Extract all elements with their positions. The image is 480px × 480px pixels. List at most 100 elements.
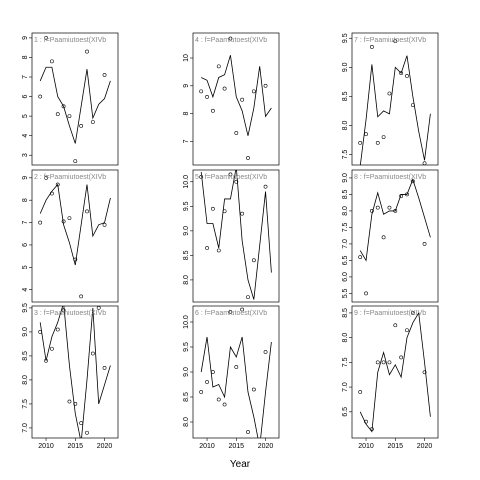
data-point bbox=[251, 89, 256, 94]
y-tick-label: 9 bbox=[22, 176, 29, 180]
x-tick-label: 2010 bbox=[358, 443, 374, 450]
data-point bbox=[399, 194, 404, 198]
plot-area: 4 : f=Paamiutoest(XIVb bbox=[195, 36, 272, 160]
y-tick-label: 8.0 bbox=[183, 417, 190, 427]
y-tick-label: 9.0 bbox=[22, 327, 29, 337]
data-point bbox=[79, 123, 84, 128]
y-tick-label: 5 bbox=[22, 114, 29, 118]
y-tick-label: 9.5 bbox=[22, 303, 29, 313]
data-point bbox=[67, 216, 72, 221]
y-tick-label: 6 bbox=[22, 243, 29, 247]
data-point bbox=[210, 370, 215, 374]
panel: 5 : f=Paamiutoest(XIVb 8.0 8.5 9.0 9.5 10.0 bbox=[183, 169, 280, 303]
data-point bbox=[369, 209, 374, 213]
y-tick-label: 7.5 bbox=[342, 222, 349, 232]
y-tick-label: 7.5 bbox=[22, 399, 29, 409]
trend-line bbox=[39, 183, 111, 266]
data-point bbox=[205, 95, 209, 99]
panel: 3 : f=Paamiutoest(XIVb 7.0 7.5 8.0 8.5 9.0 9.5… bbox=[22, 303, 119, 450]
data-point bbox=[234, 131, 239, 135]
y-tick-label: 8.5 bbox=[22, 351, 29, 361]
data-point bbox=[369, 427, 374, 432]
data-point bbox=[73, 257, 78, 262]
data-point bbox=[210, 108, 215, 113]
data-point bbox=[79, 421, 84, 426]
data-point bbox=[44, 175, 48, 180]
data-point bbox=[251, 387, 256, 392]
data-point bbox=[199, 89, 204, 94]
data-point bbox=[90, 120, 95, 124]
data-point bbox=[38, 94, 43, 99]
trend-line bbox=[200, 170, 272, 300]
y-tick-label: 7 bbox=[183, 139, 190, 143]
data-point bbox=[85, 209, 89, 214]
y-tick-label: 9.5 bbox=[183, 342, 190, 352]
y-tick-label: 8.5 bbox=[183, 392, 190, 402]
data-point bbox=[393, 39, 398, 44]
data-point bbox=[381, 135, 386, 139]
data-point bbox=[375, 141, 380, 145]
panel-title: 9 : f=Paamiutoest(XIVb bbox=[354, 310, 426, 317]
x-tick-label: 2020 bbox=[258, 443, 274, 450]
data-point bbox=[90, 351, 95, 356]
data-point bbox=[216, 248, 221, 253]
data-point bbox=[358, 255, 363, 260]
data-point bbox=[364, 419, 368, 424]
y-tick-label: 5.5 bbox=[342, 288, 349, 298]
data-point bbox=[91, 165, 94, 168]
data-point bbox=[369, 45, 374, 49]
x-tick-label: 2015 bbox=[68, 443, 84, 450]
trend-line bbox=[201, 55, 272, 136]
data-point bbox=[222, 86, 227, 91]
y-tick-label: 7.0 bbox=[342, 382, 349, 392]
panel: 1 : f=Paamiutoest(XIVb 3 4 5 6 7 8 9 bbox=[22, 32, 119, 166]
data-point bbox=[222, 209, 227, 214]
data-point bbox=[216, 397, 221, 402]
y-tick-label: 7.0 bbox=[342, 239, 349, 249]
panel: 6 : f=Paamiutoest(XIVb 8.0 8.5 9.0 9.5 10.0 20… bbox=[183, 305, 280, 450]
y-tick-label: 8 bbox=[22, 198, 29, 202]
data-point bbox=[79, 294, 84, 299]
panel-title: 7 : f=Paamiutoest(XIVb bbox=[354, 37, 426, 44]
data-point bbox=[387, 91, 392, 96]
plot-area: 9 : f=Paamiutoest(XIVb bbox=[354, 310, 431, 433]
y-tick-label: 4 bbox=[22, 134, 29, 138]
y-tick-label: 5 bbox=[22, 265, 29, 269]
data-point bbox=[73, 159, 78, 163]
panel-frame bbox=[192, 169, 280, 303]
data-point bbox=[102, 222, 107, 227]
x-tick-label: 2020 bbox=[417, 443, 433, 450]
panel-title: 8 : f=Paamiutoest(XIVb bbox=[354, 174, 426, 181]
data-point bbox=[364, 291, 368, 296]
y-tick-label: 4 bbox=[22, 288, 29, 292]
data-point bbox=[49, 59, 54, 64]
y-tick-label: 9.0 bbox=[183, 367, 190, 377]
data-point bbox=[246, 430, 250, 434]
data-point bbox=[399, 71, 404, 76]
data-point bbox=[422, 370, 427, 375]
y-tick-label: 9.5 bbox=[342, 33, 349, 43]
y-tick-label: 7 bbox=[22, 75, 29, 79]
y-tick-label: 7 bbox=[22, 221, 29, 225]
y-tick-label: 8.5 bbox=[342, 189, 349, 199]
data-point bbox=[387, 360, 392, 365]
data-point bbox=[358, 390, 363, 394]
trend-line bbox=[200, 336, 272, 438]
y-tick-label: 7.5 bbox=[342, 150, 349, 160]
data-point bbox=[263, 350, 268, 354]
y-tick-label: 6 bbox=[22, 95, 29, 99]
data-point bbox=[240, 211, 245, 216]
data-point bbox=[228, 36, 233, 41]
y-tick-label: 8.5 bbox=[183, 250, 190, 260]
y-tick-label: 7.0 bbox=[22, 423, 29, 433]
y-tick-label: 6.5 bbox=[342, 255, 349, 265]
data-point bbox=[44, 35, 48, 40]
y-tick-label: 9.5 bbox=[183, 201, 190, 211]
y-tick-label: 9 bbox=[183, 84, 190, 88]
trend-line bbox=[359, 55, 431, 165]
y-tick-label: 10.0 bbox=[183, 315, 190, 329]
panel-frame bbox=[31, 32, 119, 166]
data-point bbox=[393, 209, 398, 213]
y-tick-label: 8.5 bbox=[342, 91, 349, 101]
trend-line bbox=[359, 178, 431, 262]
